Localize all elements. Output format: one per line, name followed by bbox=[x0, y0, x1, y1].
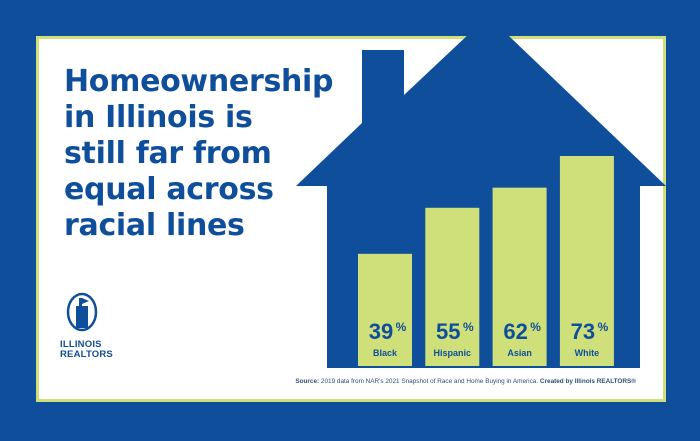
illinois-realtors-logo bbox=[66, 292, 98, 332]
source-prefix: Source: bbox=[295, 378, 320, 385]
category-label: White bbox=[575, 348, 600, 358]
value-label: 62 bbox=[503, 319, 527, 344]
headline-line: racial lines bbox=[64, 208, 245, 243]
source-credit: Created by Illinois REALTORS® bbox=[539, 378, 636, 385]
category-label: Black bbox=[373, 348, 398, 358]
value-unit: % bbox=[396, 320, 407, 334]
bar-asian bbox=[492, 187, 547, 366]
bar-hispanic bbox=[425, 207, 480, 366]
headline-line: Homeownership bbox=[64, 64, 334, 99]
value-label: 39 bbox=[369, 319, 393, 344]
bar-white bbox=[559, 156, 614, 366]
headline-line: equal across bbox=[64, 172, 274, 207]
bar-black bbox=[358, 253, 412, 366]
logo-wordmark: ILLINOIS REALTORS bbox=[60, 340, 124, 360]
source-text: 2019 data from NAR's 2021 Snapshot of Ra… bbox=[319, 378, 540, 385]
logo-line-1: ILLINOIS bbox=[60, 339, 102, 350]
category-label: Asian bbox=[507, 348, 532, 358]
headline-line: still far from bbox=[64, 136, 272, 171]
value-unit: % bbox=[598, 320, 609, 334]
logo-line-2: REALTORS bbox=[60, 349, 113, 360]
headline-line: in Illinois is bbox=[64, 100, 253, 135]
category-label: Hispanic bbox=[434, 348, 472, 358]
bars-layer: 39 % Black 55 % Hispanic 62 % Asian 73 % White bbox=[358, 156, 614, 366]
headline: Homeownership in Illinois is still far f… bbox=[64, 64, 334, 244]
value-label: 55 bbox=[436, 319, 460, 344]
source-note: Source: 2019 data from NAR's 2021 Snapsh… bbox=[200, 378, 636, 385]
value-unit: % bbox=[463, 320, 474, 334]
value-label: 73 bbox=[571, 319, 595, 344]
value-unit: % bbox=[530, 320, 541, 334]
